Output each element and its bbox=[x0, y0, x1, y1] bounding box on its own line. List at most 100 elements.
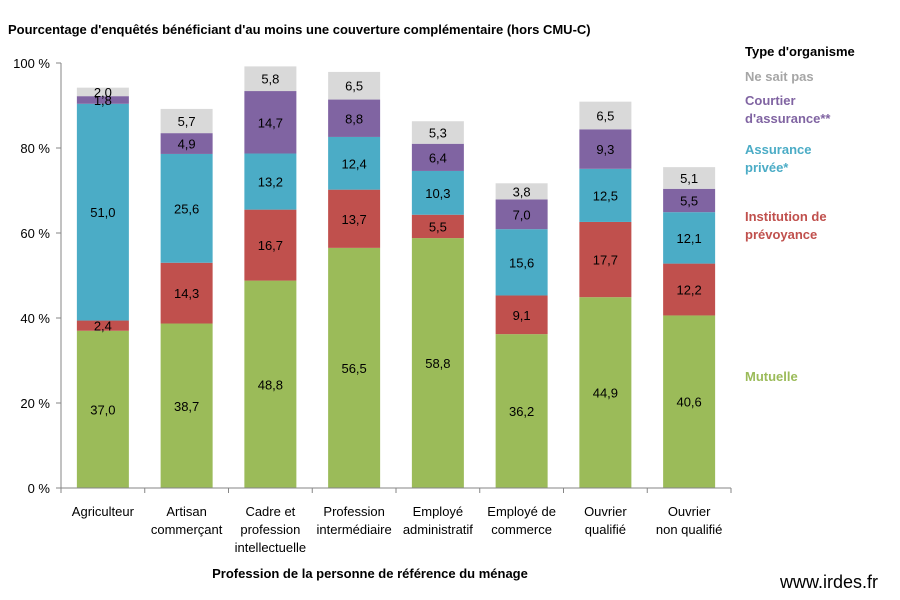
data-label: 4,9 bbox=[178, 137, 196, 152]
data-label: 40,6 bbox=[676, 395, 701, 410]
data-label: 38,7 bbox=[174, 399, 199, 414]
x-tick-label: Ouvrier non qualifié bbox=[656, 504, 723, 537]
legend-item-label: privée* bbox=[745, 160, 789, 175]
bar-segment bbox=[579, 297, 632, 488]
bar-segment bbox=[411, 170, 464, 215]
data-label: 25,6 bbox=[174, 201, 199, 216]
x-tick-label-line: Profession bbox=[323, 504, 384, 519]
legend-item: Institution de prévoyance bbox=[745, 208, 895, 244]
legend-item: Courtier d'assurance** bbox=[745, 92, 895, 128]
data-label: 2,0 bbox=[94, 85, 112, 100]
bar-segment bbox=[244, 91, 297, 154]
data-label: 5,1 bbox=[680, 171, 698, 186]
bar-segment bbox=[328, 189, 381, 248]
data-label: 36,2 bbox=[509, 404, 534, 419]
x-tick-label: Agriculteur bbox=[72, 504, 135, 519]
x-tick-label-line: non qualifié bbox=[656, 522, 723, 537]
data-label: 14,3 bbox=[174, 286, 199, 301]
legend-item-label: Ne sait pas bbox=[745, 69, 814, 84]
bar-segment bbox=[76, 87, 129, 97]
bar-segment bbox=[411, 214, 464, 239]
bar-segment bbox=[495, 183, 548, 200]
data-label: 3,8 bbox=[513, 184, 531, 199]
data-label: 6,5 bbox=[596, 108, 614, 123]
y-tick-label: 0 % bbox=[28, 481, 51, 496]
legend-item-label: d'assurance** bbox=[745, 111, 831, 126]
data-label: 13,7 bbox=[341, 212, 366, 227]
chart-title: Pourcentage d'enquêtés bénéficiant d'au … bbox=[8, 22, 591, 37]
data-label: 9,1 bbox=[513, 308, 531, 323]
data-label: 12,2 bbox=[676, 283, 701, 298]
bar-segment bbox=[160, 133, 213, 154]
bar-segment bbox=[244, 66, 297, 92]
x-axis-label: Profession de la personne de référence d… bbox=[212, 566, 528, 581]
data-label: 14,7 bbox=[258, 115, 283, 130]
legend-title: Type d'organisme bbox=[745, 44, 855, 59]
data-label: 6,5 bbox=[345, 79, 363, 94]
data-label: 12,5 bbox=[593, 188, 618, 203]
x-tick-label: Ouvrier qualifié bbox=[584, 504, 627, 537]
x-tick-label-line: Artisan bbox=[166, 504, 206, 519]
data-label: 10,3 bbox=[425, 186, 450, 201]
x-tick-label-line: profession bbox=[240, 522, 300, 537]
data-label: 56,5 bbox=[341, 361, 366, 376]
bar-segment bbox=[495, 199, 548, 230]
legend-item: Assurance privée* bbox=[745, 141, 895, 177]
legend-item-label: Assurance bbox=[745, 142, 812, 157]
bar-segment bbox=[663, 263, 716, 316]
bar-segment bbox=[160, 153, 213, 263]
data-label: 37,0 bbox=[90, 402, 115, 417]
data-label: 5,3 bbox=[429, 125, 447, 140]
bar-segment bbox=[244, 280, 297, 488]
legend-item-label: Courtier bbox=[745, 93, 796, 108]
data-label: 5,5 bbox=[429, 219, 447, 234]
x-tick-label: Employé de commerce bbox=[487, 504, 556, 537]
bar-segment bbox=[663, 315, 716, 488]
bar-segment bbox=[495, 295, 548, 335]
bar-segment bbox=[663, 212, 716, 264]
data-label: 44,9 bbox=[593, 386, 618, 401]
legend-item-label: prévoyance bbox=[745, 227, 818, 242]
bar-segment bbox=[328, 71, 381, 100]
data-label: 5,8 bbox=[261, 72, 279, 87]
x-tick-label-line: Employé de bbox=[487, 504, 556, 519]
data-label: 5,7 bbox=[178, 114, 196, 129]
bar-segment bbox=[76, 103, 129, 321]
data-label: 17,7 bbox=[593, 253, 618, 268]
data-label: 48,8 bbox=[258, 377, 283, 392]
x-tick-label: Artisan commerçant bbox=[151, 504, 223, 537]
bar-segment bbox=[411, 143, 464, 171]
y-tick-label: 80 % bbox=[20, 141, 50, 156]
data-label: 15,6 bbox=[509, 255, 534, 270]
x-tick-label-line: Cadre et bbox=[245, 504, 295, 519]
data-label: 16,7 bbox=[258, 238, 283, 253]
x-tick-label: Cadre et profession intellectuelle bbox=[235, 504, 307, 555]
x-tick-label-line: Agriculteur bbox=[72, 504, 135, 519]
legend-item-label: Mutuelle bbox=[745, 369, 798, 384]
bar-segment bbox=[244, 209, 297, 281]
x-tick-label-line: commerçant bbox=[151, 522, 223, 537]
bar-segment bbox=[579, 221, 632, 298]
bar-segment bbox=[579, 129, 632, 169]
x-tick-label-line: intellectuelle bbox=[235, 540, 307, 555]
data-label: 9,3 bbox=[596, 142, 614, 157]
watermark: www.irdes.fr bbox=[779, 572, 878, 592]
y-tick-label: 100 % bbox=[13, 56, 50, 71]
data-label: 7,0 bbox=[513, 207, 531, 222]
legend-item: Ne sait pas bbox=[745, 68, 895, 86]
bar-segment bbox=[328, 99, 381, 137]
data-label: 12,4 bbox=[341, 156, 366, 171]
data-label: 6,4 bbox=[429, 150, 447, 165]
x-tick-label-line: commerce bbox=[491, 522, 552, 537]
bar-segment bbox=[76, 96, 129, 104]
bar-segment bbox=[328, 247, 381, 488]
data-label: 2,4 bbox=[94, 319, 112, 334]
legend-item-label: Institution de bbox=[745, 209, 827, 224]
bar-segment bbox=[495, 334, 548, 488]
bar-segment bbox=[160, 108, 213, 134]
bar-segment bbox=[411, 238, 464, 488]
data-label: 58,8 bbox=[425, 356, 450, 371]
x-tick-label-line: qualifié bbox=[585, 522, 626, 537]
bar-segment bbox=[495, 229, 548, 296]
